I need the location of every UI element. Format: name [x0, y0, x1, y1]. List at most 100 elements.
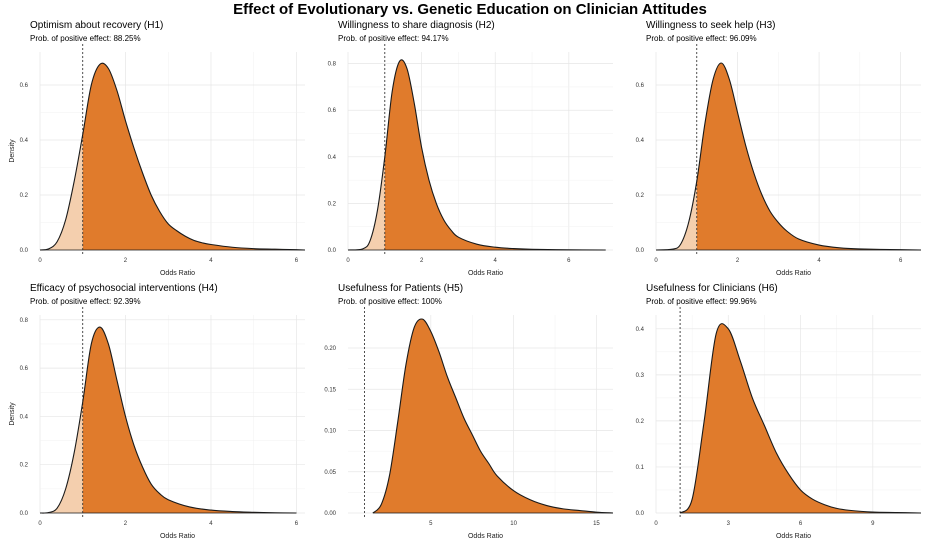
- density-curve: [679, 323, 922, 514]
- density-plot: 0 3 6 9 0.0 0.1 0.2 0.3 0.4 Odds Ratio: [636, 307, 922, 540]
- y-tick-label: 0.15: [324, 387, 336, 393]
- y-tick-label: 0.6: [20, 83, 29, 89]
- density-area-negative: [40, 401, 83, 514]
- x-tick-label: 6: [295, 258, 299, 264]
- x-tick-label: 0: [654, 521, 658, 527]
- density-plot: 5 10 15 0.00 0.05 0.10 0.15 0.20 Odds Ratio: [324, 307, 614, 540]
- panel-title: Usefulness for Patients (H5): [338, 283, 464, 294]
- x-tick-label: 6: [799, 521, 803, 527]
- density-area-negative: [348, 156, 385, 250]
- x-tick-label: 4: [209, 258, 213, 264]
- panel-title: Willingness to seek help (H3): [646, 20, 776, 31]
- x-tick-label: 3: [727, 521, 731, 527]
- x-tick-label: 6: [567, 258, 571, 264]
- y-tick-label: 0.2: [328, 201, 337, 207]
- density-curve: [655, 62, 922, 251]
- y-tick-label: 0.0: [20, 248, 29, 254]
- y-tick-label: 0.3: [636, 373, 645, 379]
- density-plot: 0 2 4 6 0.0 0.2 0.4 0.6 Odds Ratio: [636, 44, 922, 277]
- density-curve: [372, 318, 614, 514]
- x-tick-label: 0: [346, 258, 350, 264]
- x-tick-label: 6: [295, 521, 299, 527]
- y-tick-label: 0.20: [324, 346, 336, 352]
- y-tick-label: 0.6: [20, 366, 29, 372]
- y-tick-label: 0.2: [636, 419, 645, 425]
- y-tick-label: 0.10: [324, 429, 336, 435]
- y-tick-label: 0.05: [324, 470, 336, 476]
- y-tick-label: 0.4: [328, 155, 337, 161]
- density-plot: 0 2 4 6 0.0 0.2 0.4 0.6 Odds Ratio Density: [9, 44, 306, 277]
- figure-title: Effect of Evolutionary vs. Genetic Educa…: [233, 1, 707, 18]
- density-area-negative: [656, 181, 697, 250]
- panel-h2-share-diagnosis: Willingness to share diagnosis (H2) Prob…: [308, 20, 618, 290]
- x-tick-label: 2: [124, 258, 128, 264]
- x-tick-label: 4: [494, 258, 498, 264]
- x-axis-label: Odds Ratio: [776, 270, 811, 277]
- y-axis-label: Density: [9, 139, 16, 163]
- density-area-positive: [372, 318, 613, 513]
- x-tick-label: 4: [209, 521, 213, 527]
- y-tick-label: 0.4: [20, 138, 29, 144]
- x-axis-label: Odds Ratio: [160, 533, 195, 540]
- x-tick-label: 6: [899, 258, 903, 264]
- y-tick-label: 0.4: [20, 414, 29, 420]
- y-tick-label: 0.4: [636, 138, 645, 144]
- panel-subtitle: Prob. of positive effect: 94.17%: [338, 34, 449, 43]
- x-tick-label: 0: [654, 258, 658, 264]
- x-tick-label: 0: [38, 258, 42, 264]
- y-tick-label: 0.00: [324, 511, 336, 517]
- x-tick-label: 2: [420, 258, 424, 264]
- y-tick-label: 0.8: [20, 318, 29, 324]
- panel-subtitle: Prob. of positive effect: 92.39%: [30, 297, 141, 306]
- x-tick-label: 9: [871, 521, 875, 527]
- panel-subtitle: Prob. of positive effect: 88.25%: [30, 34, 141, 43]
- panel-h5-patients: Usefulness for Patients (H5) Prob. of po…: [308, 283, 618, 553]
- panel-title: Efficacy of psychosocial interventions (…: [30, 283, 218, 294]
- y-tick-label: 0.0: [636, 511, 645, 517]
- y-tick-label: 0.4: [636, 327, 645, 333]
- panel-title: Usefulness for Clinicians (H6): [646, 283, 778, 294]
- x-axis-label: Odds Ratio: [468, 270, 503, 277]
- x-tick-label: 5: [429, 521, 433, 527]
- y-tick-label: 0.2: [20, 463, 29, 469]
- panel-subtitle: Prob. of positive effect: 96.09%: [646, 34, 757, 43]
- density-curve: [39, 326, 297, 514]
- panel-subtitle: Prob. of positive effect: 100%: [338, 297, 442, 306]
- density-area-positive: [82, 327, 297, 513]
- density-area-positive: [384, 59, 606, 250]
- y-tick-label: 0.2: [20, 193, 29, 199]
- y-tick-label: 0.1: [636, 465, 645, 471]
- x-tick-label: 2: [736, 258, 740, 264]
- x-tick-label: 10: [510, 521, 517, 527]
- x-tick-label: 2: [124, 521, 128, 527]
- y-tick-label: 0.0: [328, 248, 337, 254]
- y-tick-label: 0.0: [636, 248, 645, 254]
- y-tick-label: 0.8: [328, 62, 337, 68]
- density-area-positive: [82, 63, 305, 250]
- panel-h6-clinicians: Usefulness for Clinicians (H6) Prob. of …: [616, 283, 926, 553]
- x-tick-label: 0: [38, 521, 42, 527]
- y-tick-label: 0.6: [328, 108, 337, 114]
- density-plot: 0 2 4 6 0.0 0.2 0.4 0.6 0.8 Odds Ratio Density: [9, 307, 305, 540]
- y-axis-label: Density: [9, 402, 16, 426]
- panel-h3-seek-help: Willingness to seek help (H3) Prob. of p…: [616, 20, 926, 290]
- panel-title: Optimism about recovery (H1): [30, 20, 164, 31]
- density-curve: [347, 59, 606, 251]
- y-tick-label: 0.2: [636, 193, 645, 199]
- density-curve: [39, 62, 306, 251]
- x-axis-label: Odds Ratio: [160, 270, 195, 277]
- density-area-positive: [696, 63, 921, 250]
- panel-subtitle: Prob. of positive effect: 99.96%: [646, 297, 757, 306]
- x-tick-label: 15: [593, 521, 600, 527]
- y-tick-label: 0.6: [636, 83, 645, 89]
- density-area-positive: [680, 323, 921, 513]
- y-tick-label: 0.0: [20, 511, 29, 517]
- x-axis-label: Odds Ratio: [776, 533, 811, 540]
- panel-h4-psychosocial: Efficacy of psychosocial interventions (…: [0, 283, 310, 553]
- x-axis-label: Odds Ratio: [468, 533, 503, 540]
- x-tick-label: 4: [817, 258, 821, 264]
- panel-h1-optimism: Optimism about recovery (H1) Prob. of po…: [0, 20, 310, 290]
- density-plot: 0 2 4 6 0.0 0.2 0.4 0.6 0.8 Odds Ratio: [328, 44, 613, 277]
- panel-title: Willingness to share diagnosis (H2): [338, 20, 495, 31]
- density-area-negative: [40, 134, 83, 250]
